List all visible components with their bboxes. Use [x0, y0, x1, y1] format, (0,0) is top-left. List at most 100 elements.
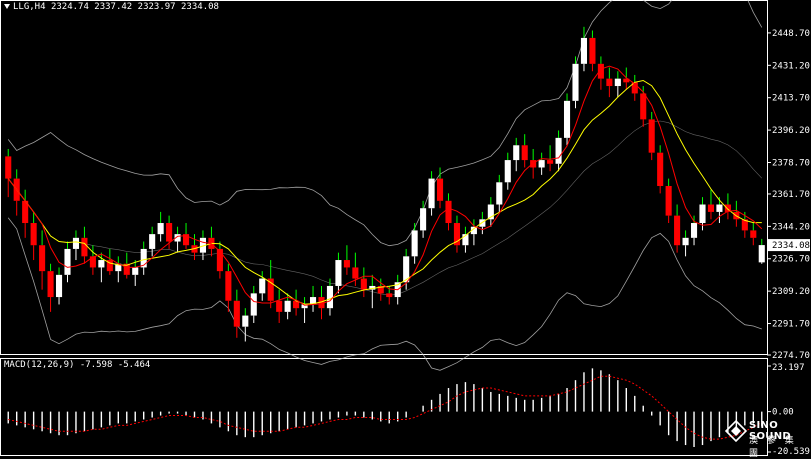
macd-signal-line [8, 375, 763, 440]
candle-body [623, 78, 630, 83]
candle-body [250, 293, 257, 316]
price-axis-label: 2309.20 [772, 287, 810, 297]
candle-body [690, 223, 698, 238]
candle-body [89, 256, 96, 268]
candle-body [716, 204, 723, 212]
candle-body [123, 263, 130, 275]
high-value: 2337.42 [94, 2, 133, 12]
moving-average-slow [7, 79, 762, 305]
candle-body [267, 278, 274, 301]
candle-body [352, 267, 359, 279]
candle-body [479, 219, 486, 227]
candle-body [724, 204, 731, 212]
candle-body [470, 226, 477, 235]
macd-pane-frame [0, 358, 768, 456]
price-axis-label: 2431.20 [772, 61, 810, 71]
candle-body [301, 304, 308, 309]
candle-body [614, 78, 621, 87]
price-axis-label: 2396.20 [772, 126, 810, 136]
collapse-triangle-icon[interactable] [4, 4, 10, 9]
bollinger-middle-band [7, 120, 763, 296]
candle-body [530, 160, 537, 168]
candle-body [30, 223, 37, 246]
candle-body [572, 63, 579, 101]
bollinger-lower-band [7, 217, 762, 371]
candle-body [420, 208, 427, 231]
candle-body [386, 293, 393, 298]
candle-body [284, 300, 291, 312]
price-pane-frame [0, 0, 768, 355]
brand-logo: SINO SOUND 澳 蔘 集 團 [725, 418, 803, 459]
candle-body [648, 119, 655, 153]
open-value: 2324.74 [50, 2, 89, 12]
candle-body [631, 82, 638, 94]
candle-body [538, 160, 545, 168]
candle-body [174, 234, 181, 242]
candle-body [5, 156, 12, 179]
candle-body [496, 182, 503, 205]
candle-body [199, 237, 207, 253]
bollinger-upper-band [7, 0, 763, 247]
price-header: LLG,H4 2324.74 2337.42 2323.97 2334.08 [4, 2, 219, 12]
moving-average-fast [7, 65, 763, 306]
candle-body [157, 223, 164, 235]
candle-body [403, 256, 410, 283]
candle-body [335, 260, 342, 286]
candle-body [547, 160, 554, 164]
candle-body [674, 215, 681, 246]
price-axis-label: 2274.70 [772, 351, 810, 361]
low-value: 2323.97 [137, 2, 176, 12]
candle-body [276, 300, 283, 312]
candle-body [225, 271, 232, 301]
candle-body [707, 204, 715, 212]
price-axis-label: 2344.20 [772, 222, 810, 232]
candle-body [233, 300, 240, 327]
candle-body [580, 37, 588, 64]
candle-body [98, 260, 105, 268]
candle-body [149, 234, 156, 249]
candle-body [64, 248, 71, 275]
candle-body [369, 285, 376, 290]
candle-body [55, 274, 63, 298]
candle-body [293, 300, 300, 309]
price-axis-label: 2291.70 [772, 320, 810, 330]
candle-body [597, 63, 604, 79]
candle-body [445, 200, 452, 224]
candle-body [39, 245, 46, 272]
candle-body [326, 285, 334, 309]
candle-body [589, 37, 596, 64]
candle-body [436, 178, 444, 201]
candle-body [453, 223, 461, 246]
diamond-logo-icon [725, 420, 747, 442]
macd-label: MACD(12,26,9) [4, 360, 75, 370]
macd-axis-label: 0.00 [772, 408, 794, 418]
candle-body [182, 234, 190, 246]
price-axis-label: 2361.70 [772, 190, 810, 200]
candle-body [318, 297, 325, 309]
candle-body [428, 178, 435, 209]
macd-axis-label: -20.539 [772, 447, 810, 456]
candle-body [555, 137, 562, 164]
candle-body [360, 278, 367, 290]
brand-name: SINO SOUND [749, 420, 791, 442]
macd-main-value: -7.598 [79, 360, 113, 370]
candle-body [563, 100, 571, 138]
candle-body [132, 267, 139, 275]
candle-body [411, 230, 418, 257]
candle-body [741, 219, 748, 231]
symbol-label: LLG,H4 [13, 2, 46, 12]
current-price-box [768, 239, 810, 252]
candle-body [81, 237, 88, 257]
candle-body [513, 145, 520, 161]
candle-body [115, 263, 122, 272]
price-axis-label: 2326.70 [772, 255, 810, 265]
price-axis-label: 2448.70 [772, 29, 810, 39]
candle-body [216, 248, 223, 272]
price-axis-label: 2413.70 [772, 94, 810, 104]
candle-body [106, 260, 113, 272]
candle-body [699, 204, 706, 224]
price-axis-label: 2378.70 [772, 158, 810, 168]
candle-body [140, 248, 147, 268]
candle-body [758, 245, 765, 263]
